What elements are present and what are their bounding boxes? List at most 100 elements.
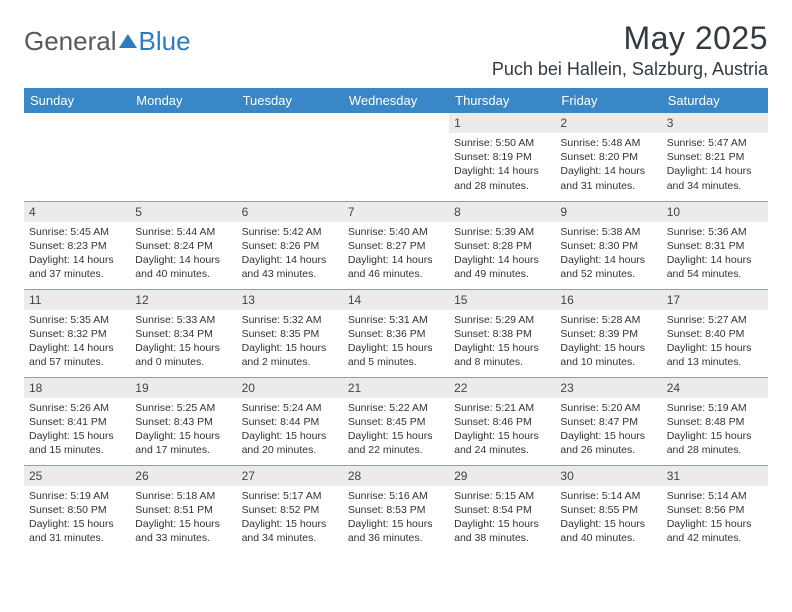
sunrise-text: Sunrise: 5:50 AM <box>454 136 551 150</box>
day-detail: Sunrise: 5:17 AMSunset: 8:52 PMDaylight:… <box>237 486 343 548</box>
calendar-day-cell: 3Sunrise: 5:47 AMSunset: 8:21 PMDaylight… <box>662 113 768 201</box>
day-detail: Sunrise: 5:18 AMSunset: 8:51 PMDaylight:… <box>130 486 236 548</box>
daylight-text: Daylight: 15 hours and 36 minutes. <box>348 517 445 545</box>
daylight-text: Daylight: 15 hours and 40 minutes. <box>560 517 657 545</box>
calendar-day-cell: 11Sunrise: 5:35 AMSunset: 8:32 PMDayligh… <box>24 289 130 377</box>
sunrise-text: Sunrise: 5:31 AM <box>348 313 445 327</box>
daylight-text: Daylight: 15 hours and 17 minutes. <box>135 429 232 457</box>
day-number: 2 <box>555 113 661 133</box>
sunrise-text: Sunrise: 5:14 AM <box>667 489 764 503</box>
calendar-day-cell: 25Sunrise: 5:19 AMSunset: 8:50 PMDayligh… <box>24 465 130 553</box>
calendar-header-row: Sunday Monday Tuesday Wednesday Thursday… <box>24 88 768 113</box>
calendar-day-cell: 6Sunrise: 5:42 AMSunset: 8:26 PMDaylight… <box>237 201 343 289</box>
daylight-text: Daylight: 15 hours and 5 minutes. <box>348 341 445 369</box>
sunset-text: Sunset: 8:23 PM <box>29 239 126 253</box>
calendar-day-cell: 14Sunrise: 5:31 AMSunset: 8:36 PMDayligh… <box>343 289 449 377</box>
sunset-text: Sunset: 8:56 PM <box>667 503 764 517</box>
daylight-text: Daylight: 15 hours and 31 minutes. <box>29 517 126 545</box>
calendar-day-cell: 12Sunrise: 5:33 AMSunset: 8:34 PMDayligh… <box>130 289 236 377</box>
sunset-text: Sunset: 8:36 PM <box>348 327 445 341</box>
day-number: 27 <box>237 466 343 486</box>
day-number: 20 <box>237 378 343 398</box>
sunrise-text: Sunrise: 5:17 AM <box>242 489 339 503</box>
daylight-text: Daylight: 14 hours and 34 minutes. <box>667 164 764 192</box>
sunset-text: Sunset: 8:26 PM <box>242 239 339 253</box>
day-number: 24 <box>662 378 768 398</box>
sunset-text: Sunset: 8:48 PM <box>667 415 764 429</box>
daylight-text: Daylight: 14 hours and 49 minutes. <box>454 253 551 281</box>
logo-text-general: General <box>24 26 117 57</box>
sunset-text: Sunset: 8:31 PM <box>667 239 764 253</box>
sunrise-text: Sunrise: 5:26 AM <box>29 401 126 415</box>
day-detail: Sunrise: 5:48 AMSunset: 8:20 PMDaylight:… <box>555 133 661 195</box>
day-number: 1 <box>449 113 555 133</box>
calendar-day-cell: 15Sunrise: 5:29 AMSunset: 8:38 PMDayligh… <box>449 289 555 377</box>
day-detail: Sunrise: 5:45 AMSunset: 8:23 PMDaylight:… <box>24 222 130 284</box>
sunrise-text: Sunrise: 5:16 AM <box>348 489 445 503</box>
day-detail: Sunrise: 5:32 AMSunset: 8:35 PMDaylight:… <box>237 310 343 372</box>
sunrise-text: Sunrise: 5:19 AM <box>667 401 764 415</box>
day-number: 17 <box>662 290 768 310</box>
day-detail: Sunrise: 5:16 AMSunset: 8:53 PMDaylight:… <box>343 486 449 548</box>
calendar-day-cell: 5Sunrise: 5:44 AMSunset: 8:24 PMDaylight… <box>130 201 236 289</box>
calendar-day-cell: 30Sunrise: 5:14 AMSunset: 8:55 PMDayligh… <box>555 465 661 553</box>
day-detail: Sunrise: 5:14 AMSunset: 8:56 PMDaylight:… <box>662 486 768 548</box>
day-detail: Sunrise: 5:29 AMSunset: 8:38 PMDaylight:… <box>449 310 555 372</box>
daylight-text: Daylight: 15 hours and 15 minutes. <box>29 429 126 457</box>
sunrise-text: Sunrise: 5:32 AM <box>242 313 339 327</box>
day-number: 22 <box>449 378 555 398</box>
calendar-week-row: 25Sunrise: 5:19 AMSunset: 8:50 PMDayligh… <box>24 465 768 553</box>
sunset-text: Sunset: 8:43 PM <box>135 415 232 429</box>
daylight-text: Daylight: 15 hours and 26 minutes. <box>560 429 657 457</box>
calendar-week-row: 4Sunrise: 5:45 AMSunset: 8:23 PMDaylight… <box>24 201 768 289</box>
day-detail: Sunrise: 5:25 AMSunset: 8:43 PMDaylight:… <box>130 398 236 460</box>
day-number: 15 <box>449 290 555 310</box>
daylight-text: Daylight: 15 hours and 24 minutes. <box>454 429 551 457</box>
sunset-text: Sunset: 8:52 PM <box>242 503 339 517</box>
sunrise-text: Sunrise: 5:38 AM <box>560 225 657 239</box>
day-detail: Sunrise: 5:44 AMSunset: 8:24 PMDaylight:… <box>130 222 236 284</box>
calendar-day-cell: 22Sunrise: 5:21 AMSunset: 8:46 PMDayligh… <box>449 377 555 465</box>
sunrise-text: Sunrise: 5:48 AM <box>560 136 657 150</box>
day-number: 9 <box>555 202 661 222</box>
daylight-text: Daylight: 14 hours and 46 minutes. <box>348 253 445 281</box>
calendar-day-cell: 23Sunrise: 5:20 AMSunset: 8:47 PMDayligh… <box>555 377 661 465</box>
sunrise-text: Sunrise: 5:28 AM <box>560 313 657 327</box>
day-number: 19 <box>130 378 236 398</box>
daylight-text: Daylight: 14 hours and 43 minutes. <box>242 253 339 281</box>
daylight-text: Daylight: 15 hours and 42 minutes. <box>667 517 764 545</box>
location-subtitle: Puch bei Hallein, Salzburg, Austria <box>492 59 768 80</box>
day-detail: Sunrise: 5:50 AMSunset: 8:19 PMDaylight:… <box>449 133 555 195</box>
calendar-day-cell: 24Sunrise: 5:19 AMSunset: 8:48 PMDayligh… <box>662 377 768 465</box>
daylight-text: Daylight: 15 hours and 20 minutes. <box>242 429 339 457</box>
sunset-text: Sunset: 8:40 PM <box>667 327 764 341</box>
daylight-text: Daylight: 14 hours and 31 minutes. <box>560 164 657 192</box>
day-number: 29 <box>449 466 555 486</box>
weekday-header: Friday <box>555 88 661 113</box>
day-number: 4 <box>24 202 130 222</box>
sunset-text: Sunset: 8:21 PM <box>667 150 764 164</box>
sunrise-text: Sunrise: 5:18 AM <box>135 489 232 503</box>
day-number: 28 <box>343 466 449 486</box>
day-number: 18 <box>24 378 130 398</box>
sunrise-text: Sunrise: 5:39 AM <box>454 225 551 239</box>
day-detail: Sunrise: 5:28 AMSunset: 8:39 PMDaylight:… <box>555 310 661 372</box>
sunset-text: Sunset: 8:41 PM <box>29 415 126 429</box>
day-number: 31 <box>662 466 768 486</box>
sunrise-text: Sunrise: 5:14 AM <box>560 489 657 503</box>
calendar-week-row: 1Sunrise: 5:50 AMSunset: 8:19 PMDaylight… <box>24 113 768 201</box>
calendar-day-cell: 27Sunrise: 5:17 AMSunset: 8:52 PMDayligh… <box>237 465 343 553</box>
day-number: 11 <box>24 290 130 310</box>
day-number: 12 <box>130 290 236 310</box>
calendar-day-cell: 31Sunrise: 5:14 AMSunset: 8:56 PMDayligh… <box>662 465 768 553</box>
sunset-text: Sunset: 8:45 PM <box>348 415 445 429</box>
calendar-day-cell: 13Sunrise: 5:32 AMSunset: 8:35 PMDayligh… <box>237 289 343 377</box>
sunrise-text: Sunrise: 5:21 AM <box>454 401 551 415</box>
day-detail: Sunrise: 5:35 AMSunset: 8:32 PMDaylight:… <box>24 310 130 372</box>
day-number: 13 <box>237 290 343 310</box>
sunrise-text: Sunrise: 5:24 AM <box>242 401 339 415</box>
sunrise-text: Sunrise: 5:29 AM <box>454 313 551 327</box>
calendar-day-cell: 29Sunrise: 5:15 AMSunset: 8:54 PMDayligh… <box>449 465 555 553</box>
weekday-header: Wednesday <box>343 88 449 113</box>
sunset-text: Sunset: 8:30 PM <box>560 239 657 253</box>
